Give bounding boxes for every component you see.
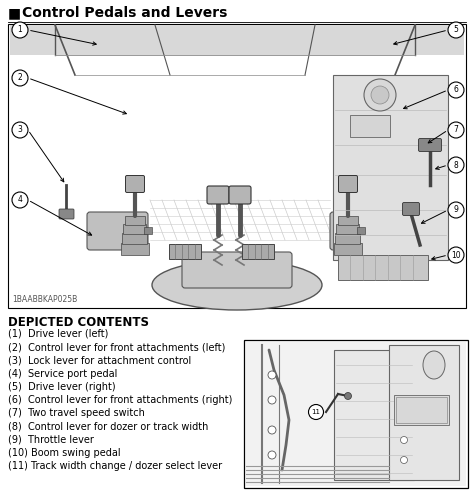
Text: 2: 2 (18, 73, 22, 82)
Text: (3)  Lock lever for attachment control: (3) Lock lever for attachment control (8, 355, 191, 365)
Bar (244, 340, 468, 488)
Text: (2)  Control lever for front attachments (left): (2) Control lever for front attachments … (8, 342, 225, 352)
Ellipse shape (152, 260, 322, 310)
Text: 4: 4 (18, 196, 22, 205)
FancyBboxPatch shape (126, 176, 145, 192)
Circle shape (401, 457, 408, 463)
Bar (357, 227, 365, 234)
Bar (338, 255, 428, 280)
Bar (8, 24, 466, 308)
Text: (6)  Control lever for front attachments (right): (6) Control lever for front attachments … (8, 395, 232, 405)
Circle shape (371, 86, 389, 104)
Circle shape (448, 122, 464, 138)
Circle shape (448, 82, 464, 98)
Text: 11: 11 (311, 409, 320, 415)
Circle shape (12, 22, 28, 38)
FancyBboxPatch shape (229, 186, 251, 204)
Bar (169, 244, 201, 259)
Circle shape (448, 22, 464, 38)
FancyBboxPatch shape (419, 139, 441, 151)
Circle shape (448, 247, 464, 263)
Text: (7)  Two travel speed switch: (7) Two travel speed switch (8, 408, 145, 418)
Circle shape (12, 192, 28, 208)
FancyBboxPatch shape (338, 176, 357, 192)
Text: Control Pedals and Levers: Control Pedals and Levers (22, 6, 228, 20)
Circle shape (448, 157, 464, 173)
Bar (333, 75, 448, 260)
Circle shape (12, 70, 28, 86)
Text: 5: 5 (454, 26, 458, 35)
FancyBboxPatch shape (207, 186, 229, 204)
Circle shape (309, 404, 323, 420)
Text: (10) Boom swing pedal: (10) Boom swing pedal (8, 448, 120, 458)
Bar (334, 243, 362, 255)
FancyBboxPatch shape (402, 203, 419, 215)
Circle shape (268, 396, 276, 404)
Text: DEPICTED CONTENTS: DEPICTED CONTENTS (8, 316, 149, 329)
Text: 1: 1 (18, 26, 22, 35)
Text: ■: ■ (8, 6, 21, 20)
Text: (9)  Throttle lever: (9) Throttle lever (8, 435, 94, 445)
Bar (337, 224, 359, 234)
Text: 3: 3 (18, 126, 22, 135)
Text: (11) Track width change / dozer select lever: (11) Track width change / dozer select l… (8, 461, 222, 471)
Bar (334, 350, 414, 480)
Bar (121, 243, 149, 255)
Circle shape (12, 122, 28, 138)
Circle shape (364, 79, 396, 111)
FancyBboxPatch shape (87, 212, 148, 250)
Circle shape (268, 451, 276, 459)
Text: 1BAABBKAP025B: 1BAABBKAP025B (12, 295, 77, 304)
Circle shape (345, 392, 352, 399)
Text: 6: 6 (454, 85, 458, 95)
Circle shape (448, 202, 464, 218)
Text: (8)  Control lever for dozer or track width: (8) Control lever for dozer or track wid… (8, 422, 209, 431)
Bar (336, 233, 361, 244)
Bar (338, 216, 358, 225)
Text: 7: 7 (454, 126, 458, 135)
Circle shape (268, 426, 276, 434)
Bar (396, 397, 447, 423)
Bar (394, 395, 449, 425)
Text: (1)  Drive lever (left): (1) Drive lever (left) (8, 329, 109, 339)
Bar (144, 227, 152, 234)
Bar (242, 244, 274, 259)
FancyBboxPatch shape (330, 212, 391, 250)
Text: 8: 8 (454, 161, 458, 170)
FancyBboxPatch shape (182, 252, 292, 288)
Bar (246, 342, 466, 486)
Bar (125, 216, 145, 225)
Text: 9: 9 (454, 206, 458, 214)
Circle shape (401, 436, 408, 444)
Bar (350, 115, 390, 137)
Text: (4)  Service port pedal: (4) Service port pedal (8, 369, 118, 379)
Bar (122, 233, 147, 244)
Bar (124, 224, 146, 234)
Bar (389, 345, 459, 480)
Ellipse shape (423, 351, 445, 379)
Bar (10, 25, 464, 55)
Text: 1BAABBKAP003A: 1BAABBKAP003A (248, 480, 308, 486)
Text: (5)  Drive lever (right): (5) Drive lever (right) (8, 382, 116, 392)
Text: 10: 10 (451, 250, 461, 259)
FancyBboxPatch shape (59, 209, 74, 219)
Circle shape (268, 371, 276, 379)
